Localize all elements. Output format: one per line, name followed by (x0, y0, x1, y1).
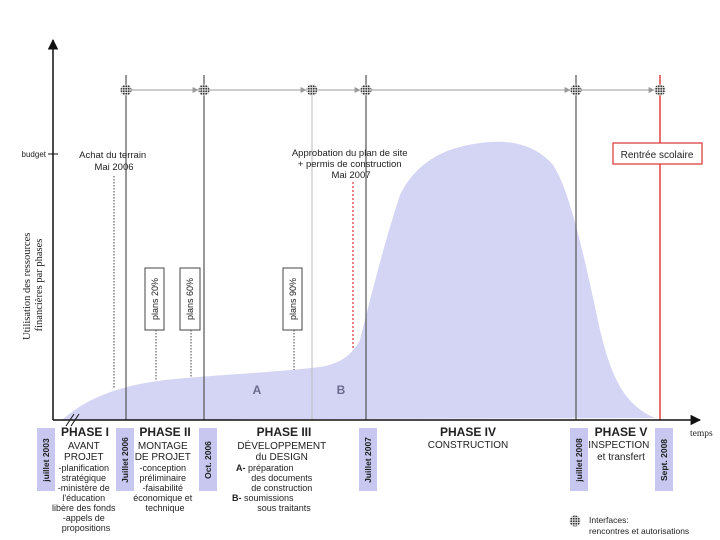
legend-text: Interfaces: rencontres et autorisations (589, 515, 689, 536)
phase-3-description: DÉVELOPPEMENT du DESIGN A- préparation d… (232, 436, 331, 513)
axis-break-mark (65, 413, 75, 427)
phase-5: PHASE V INSPECTION et transfert (588, 425, 654, 463)
phase-4: PHASE IV CONSTRUCTION (428, 425, 509, 451)
date-box-juillet-2003 (37, 428, 55, 491)
interface-dot-icon (654, 84, 666, 96)
plans-90-label: plans 90% (288, 278, 298, 320)
date-label-juillet-2008: juillet 2008 (574, 438, 584, 483)
phase-3-title: PHASE III (257, 425, 312, 439)
date-box-juillet-2006 (116, 428, 134, 491)
plans-90-box (282, 267, 303, 331)
phase-1-title: PHASE I (61, 425, 109, 439)
area-a-label: A (253, 383, 262, 397)
interface-dot-icon (120, 84, 132, 96)
school-start-label: Rentrée scolaire (621, 150, 694, 161)
phase-1-description: AVANT PROJET -planification stratégique … (52, 436, 120, 533)
date-label-oct-2006: Oct. 2006 (203, 441, 213, 479)
phase-2: PHASE II MONTAGE DE PROJET -conception p… (133, 425, 197, 513)
resource-usage-area (62, 141, 655, 420)
phase-4-description: CONSTRUCTION (428, 440, 509, 451)
budget-label: budget (22, 150, 47, 159)
land-purchase-annotation: Achat du terrain Mai 2006 (79, 150, 149, 173)
date-label-sept-2008: Sept. 2008 (659, 439, 669, 481)
y-axis-label: Utilisation des ressources financières p… (22, 230, 45, 340)
date-label-juillet-2007: Juillet 2007 (363, 437, 373, 483)
date-label-juillet-2003: juillet 2003 (41, 438, 51, 483)
area-b-label: B (337, 383, 346, 397)
phase-5-title: PHASE V (595, 425, 648, 439)
interface-dot-icon (360, 84, 372, 96)
date-box-sept-2008 (655, 428, 673, 491)
site-plan-approval-annotation: Approbation du plan de site + permis de … (292, 148, 410, 181)
phase-5-description: INSPECTION et transfert (588, 435, 654, 463)
axis-break-mark (70, 413, 80, 427)
plans-60-box (179, 267, 201, 331)
phase-2-title: PHASE II (139, 425, 190, 439)
date-box-juillet-2008 (570, 428, 588, 491)
interface-dot-icon (198, 84, 210, 96)
plans-60-label: plans 60% (185, 278, 195, 320)
plans-20-box (144, 267, 165, 331)
plans-20-label: plans 20% (150, 278, 160, 320)
phase-1: PHASE I AVANT PROJET -planification stra… (52, 425, 120, 533)
phase-4-title: PHASE IV (440, 425, 496, 439)
date-label-juillet-2006: Juillet 2006 (120, 437, 130, 483)
phase-2-description: MONTAGE DE PROJET -conception préliminai… (133, 436, 197, 513)
x-axis-label: temps (690, 429, 713, 439)
date-box-juillet-2007 (359, 428, 377, 491)
school-start-box (612, 142, 703, 165)
interface-dot-icon (306, 84, 318, 96)
phase-3: PHASE III DÉVELOPPEMENT du DESIGN A- pré… (232, 425, 331, 513)
legend-interface-dot-icon (569, 515, 581, 527)
interface-dot-icon (570, 84, 582, 96)
date-box-oct-2006 (199, 428, 217, 491)
